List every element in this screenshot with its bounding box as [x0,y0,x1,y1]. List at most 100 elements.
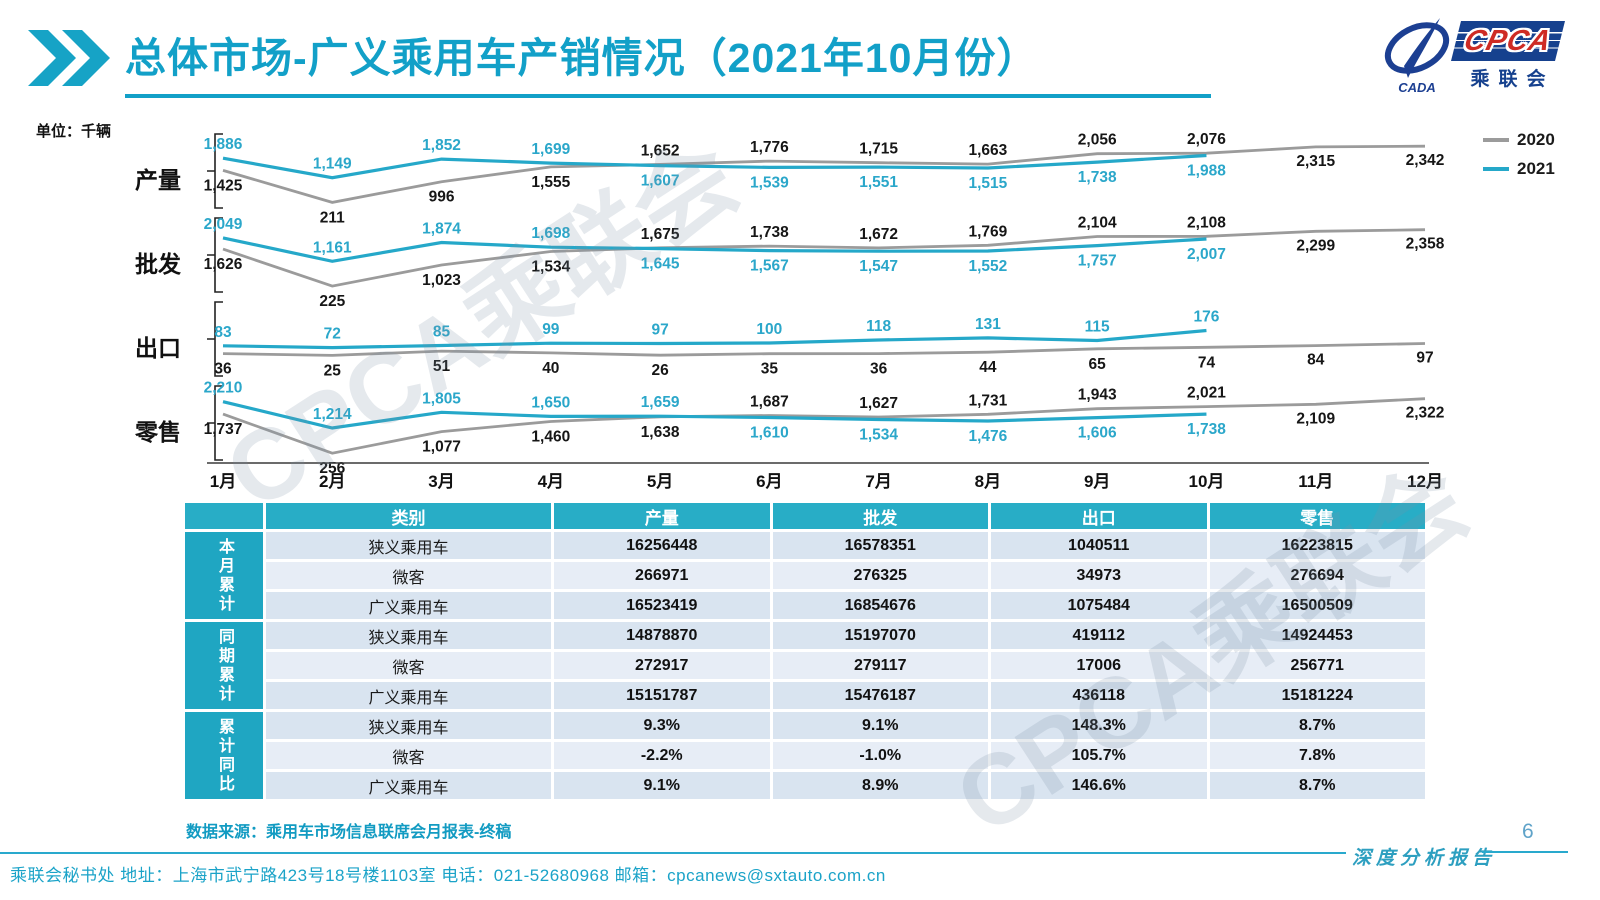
label-2020-wholesale: 1,023 [422,272,461,289]
source-note: 数据来源：乘用车市场信息联席会月报表-终稿 [186,824,512,841]
legend-2020-label: 2020 [1517,130,1555,149]
line-2020-export [222,342,1426,357]
table-header: 零售 [1209,503,1425,529]
table-cell-category: 微客 [266,562,551,589]
label-2021-retail: 1,610 [750,425,789,442]
label-2020-export: 25 [324,362,342,379]
label-2020-export: 35 [761,361,779,378]
line-2020-wholesale [222,228,1426,288]
label-2021-export: 72 [324,326,341,343]
label-2020-retail: 2,322 [1406,405,1445,422]
label-2021-production: 1,699 [531,141,570,158]
label-2021-export: 118 [866,318,891,335]
y-axis-production [207,133,223,209]
y-axis-wholesale [207,217,223,293]
chevron-icon [28,30,110,86]
label-2020-retail: 256 [319,460,345,477]
label-2020-wholesale: 2,104 [1078,215,1117,232]
x-tick-label: 10月 [1188,472,1224,491]
label-2021-wholesale: 1,757 [1078,253,1117,270]
label-2021-wholesale: 1,874 [422,221,461,238]
label-2021-retail: 2,210 [204,380,243,397]
label-2021-retail: 1,214 [313,406,352,423]
label-2021-production: 1,539 [750,174,789,191]
label-2020-wholesale: 1,675 [641,226,680,243]
label-2020-wholesale: 2,358 [1406,236,1445,253]
summary-table: 类别 产量 批发 出口 零售 本月累计 狭义乘用车 16256448 16578351 10405… [185,503,1425,799]
label-2021-production: 1,886 [204,136,243,153]
label-2020-production: 2,056 [1078,132,1117,149]
table-cell-value: 272917 [554,652,770,679]
table-cell-value: 276325 [772,562,988,589]
table-cell-value: -2.2% [554,742,770,769]
table-cell-value: 15181224 [1209,682,1425,709]
label-2020-production: 1,663 [969,142,1008,159]
cpca-subtitle: 乘联会 [1470,69,1555,90]
label-2021-wholesale: 1,567 [750,258,789,275]
table-cell-value: 279117 [772,652,988,679]
label-2021-retail: 1,805 [422,390,461,407]
legend-2020-swatch [1483,138,1509,142]
cpca-wordmark: CPCA [1451,21,1565,61]
line-2020-retail [222,397,1426,455]
footer-divider [0,852,1346,854]
table-cell-value: 16500509 [1209,592,1425,619]
label-2021-retail: 1,738 [1187,421,1226,438]
y-axis-retail [207,385,223,461]
line-2021-export [222,328,1207,350]
label-2020-production: 1,715 [859,141,898,158]
label-2021-export: 115 [1085,319,1110,336]
label-2021-wholesale: 2,049 [204,216,243,233]
legend-item-2020: 2020 [1483,130,1555,150]
label-2020-production: 2,076 [1187,131,1226,148]
x-tick-label: 7月 [865,472,891,491]
table-cell-category: 狭义乘用车 [266,532,551,559]
label-2020-production: 211 [320,209,345,226]
table-group-label: 同期累计 [185,622,263,709]
cpca-logo: CADA CPCA 乘联会 [1380,12,1575,100]
label-2021-wholesale: 1,698 [531,225,570,242]
table-cell-value: 9.1% [772,712,988,739]
label-2020-export: 40 [542,360,559,377]
x-tick-label: 8月 [975,472,1001,491]
label-2020-wholesale: 1,738 [750,224,789,241]
table-cell-category: 微客 [266,742,551,769]
footer-contact: 乘联会秘书处 地址：上海市武宁路423号18号楼1103室 电话：021-526… [10,866,886,885]
table-cell-value: 256771 [1209,652,1425,679]
label-2021-wholesale: 1,547 [859,258,898,275]
label-2020-export: 36 [214,361,232,378]
x-tick-label: 11月 [1298,472,1333,491]
label-2021-retail: 1,476 [969,428,1008,445]
section-label-production: 产量 [135,167,181,193]
table-cell-value: 266971 [554,562,770,589]
table-group-label: 本月累计 [185,532,263,619]
x-tick-label: 9月 [1084,472,1110,491]
section-label-wholesale: 批发 [135,251,181,277]
table-cell-category: 广义乘用车 [266,592,551,619]
label-2020-wholesale: 1,534 [531,259,570,276]
table-cell-value: 9.3% [554,712,770,739]
table-cell-value: 1075484 [991,592,1207,619]
legend-item-2021: 2021 [1483,159,1555,179]
charts-svg: 1,886 1,425 1,149 211 1,852 996 1,699 1,555 1,65… [204,131,1445,491]
label-2020-export: 51 [433,358,451,375]
label-2020-export: 97 [1416,350,1433,367]
table-cell-category: 狭义乘用车 [266,712,551,739]
table-cell-value: 419112 [991,622,1207,649]
table-cell-value: 16854676 [772,592,988,619]
label-2020-retail: 1,627 [859,395,898,412]
label-2020-wholesale: 2,108 [1187,214,1226,231]
table-cell-value: 276694 [1209,562,1425,589]
table-header: 批发 [772,503,988,529]
cpca-text: CPCA [1461,24,1556,57]
label-2021-production: 1,607 [641,173,680,190]
table-cell-value: 15197070 [772,622,988,649]
page-title: 总体市场-广义乘用车产销情况（2021年10月份） [125,24,1211,98]
label-2021-retail: 1,650 [531,394,570,411]
table-header: 出口 [991,503,1207,529]
label-2020-retail: 2,021 [1187,385,1226,402]
page-number: 6 [1522,820,1534,843]
y-axis-export [207,301,223,377]
table-cell-value: 146.6% [991,772,1207,799]
